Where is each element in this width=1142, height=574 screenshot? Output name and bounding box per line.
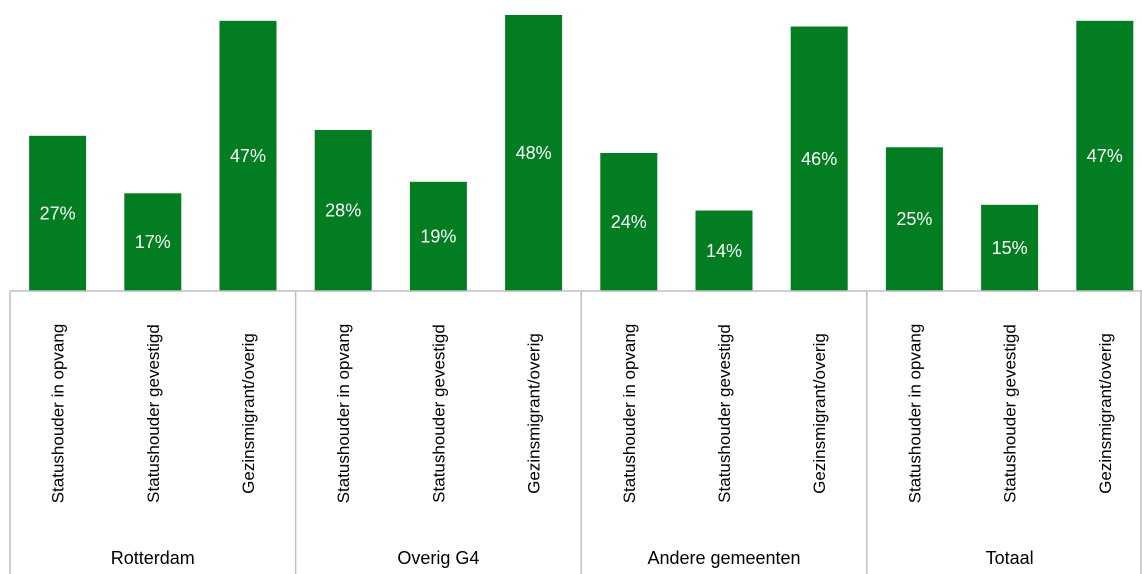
data-label-1-1: 19% [420,226,456,246]
bar-0-1 [124,193,182,292]
bar-3-0 [885,147,943,292]
bar-2-0 [600,153,658,291]
category-label-1-2: Gezinsmigrant/overig [525,333,544,494]
data-label-2-1: 14% [706,241,742,261]
bar-3-2 [1076,20,1134,292]
category-label-1-1: Statushouder gevestigd [429,324,448,503]
category-label-0-1: Statushouder gevestigd [144,324,163,503]
bar-2-2 [790,26,848,291]
data-label-3-0: 25% [896,209,932,229]
category-label-3-1: Statushouder gevestigd [1001,324,1020,503]
data-label-1-2: 48% [516,143,552,163]
bar-0-2 [219,20,277,292]
category-label-2-0: Statushouder in opvang [620,324,639,504]
bars-layer [29,15,1134,292]
data-label-0-2: 47% [230,146,266,166]
data-label-0-0: 27% [40,203,76,223]
bar-0-0 [29,135,87,292]
bar-1-1 [409,181,467,292]
category-label-0-2: Gezinsmigrant/overig [239,333,258,494]
axis-layer [9,290,1142,574]
labels-layer: 27% Statushouder in opvang 17% Statushouder… [40,143,1123,568]
bar-1-0 [314,130,372,291]
group-label-3: Totaal [986,548,1034,568]
data-label-0-1: 17% [135,232,171,252]
data-label-2-2: 46% [801,149,837,169]
bar-1-2 [505,15,563,291]
bar-2-1 [695,210,753,291]
data-label-1-0: 28% [325,201,361,221]
category-label-2-2: Gezinsmigrant/overig [810,333,829,494]
category-label-3-0: Statushouder in opvang [905,324,924,504]
group-label-1: Overig G4 [397,548,479,568]
category-label-0-0: Statushouder in opvang [49,324,68,504]
bar-3-1 [981,204,1039,292]
group-label-2: Andere gemeenten [647,548,800,568]
data-label-3-1: 15% [992,238,1028,258]
group-label-0: Rotterdam [111,548,195,568]
category-label-3-2: Gezinsmigrant/overig [1096,333,1115,494]
category-label-1-0: Statushouder in opvang [334,324,353,504]
data-label-3-2: 47% [1087,146,1123,166]
data-label-2-0: 24% [611,212,647,232]
category-label-2-1: Statushouder gevestigd [715,324,734,503]
